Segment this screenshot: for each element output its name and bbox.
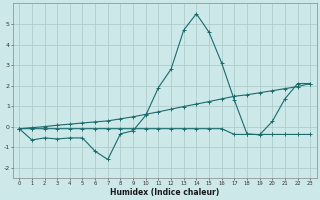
X-axis label: Humidex (Indice chaleur): Humidex (Indice chaleur) [110,188,219,197]
